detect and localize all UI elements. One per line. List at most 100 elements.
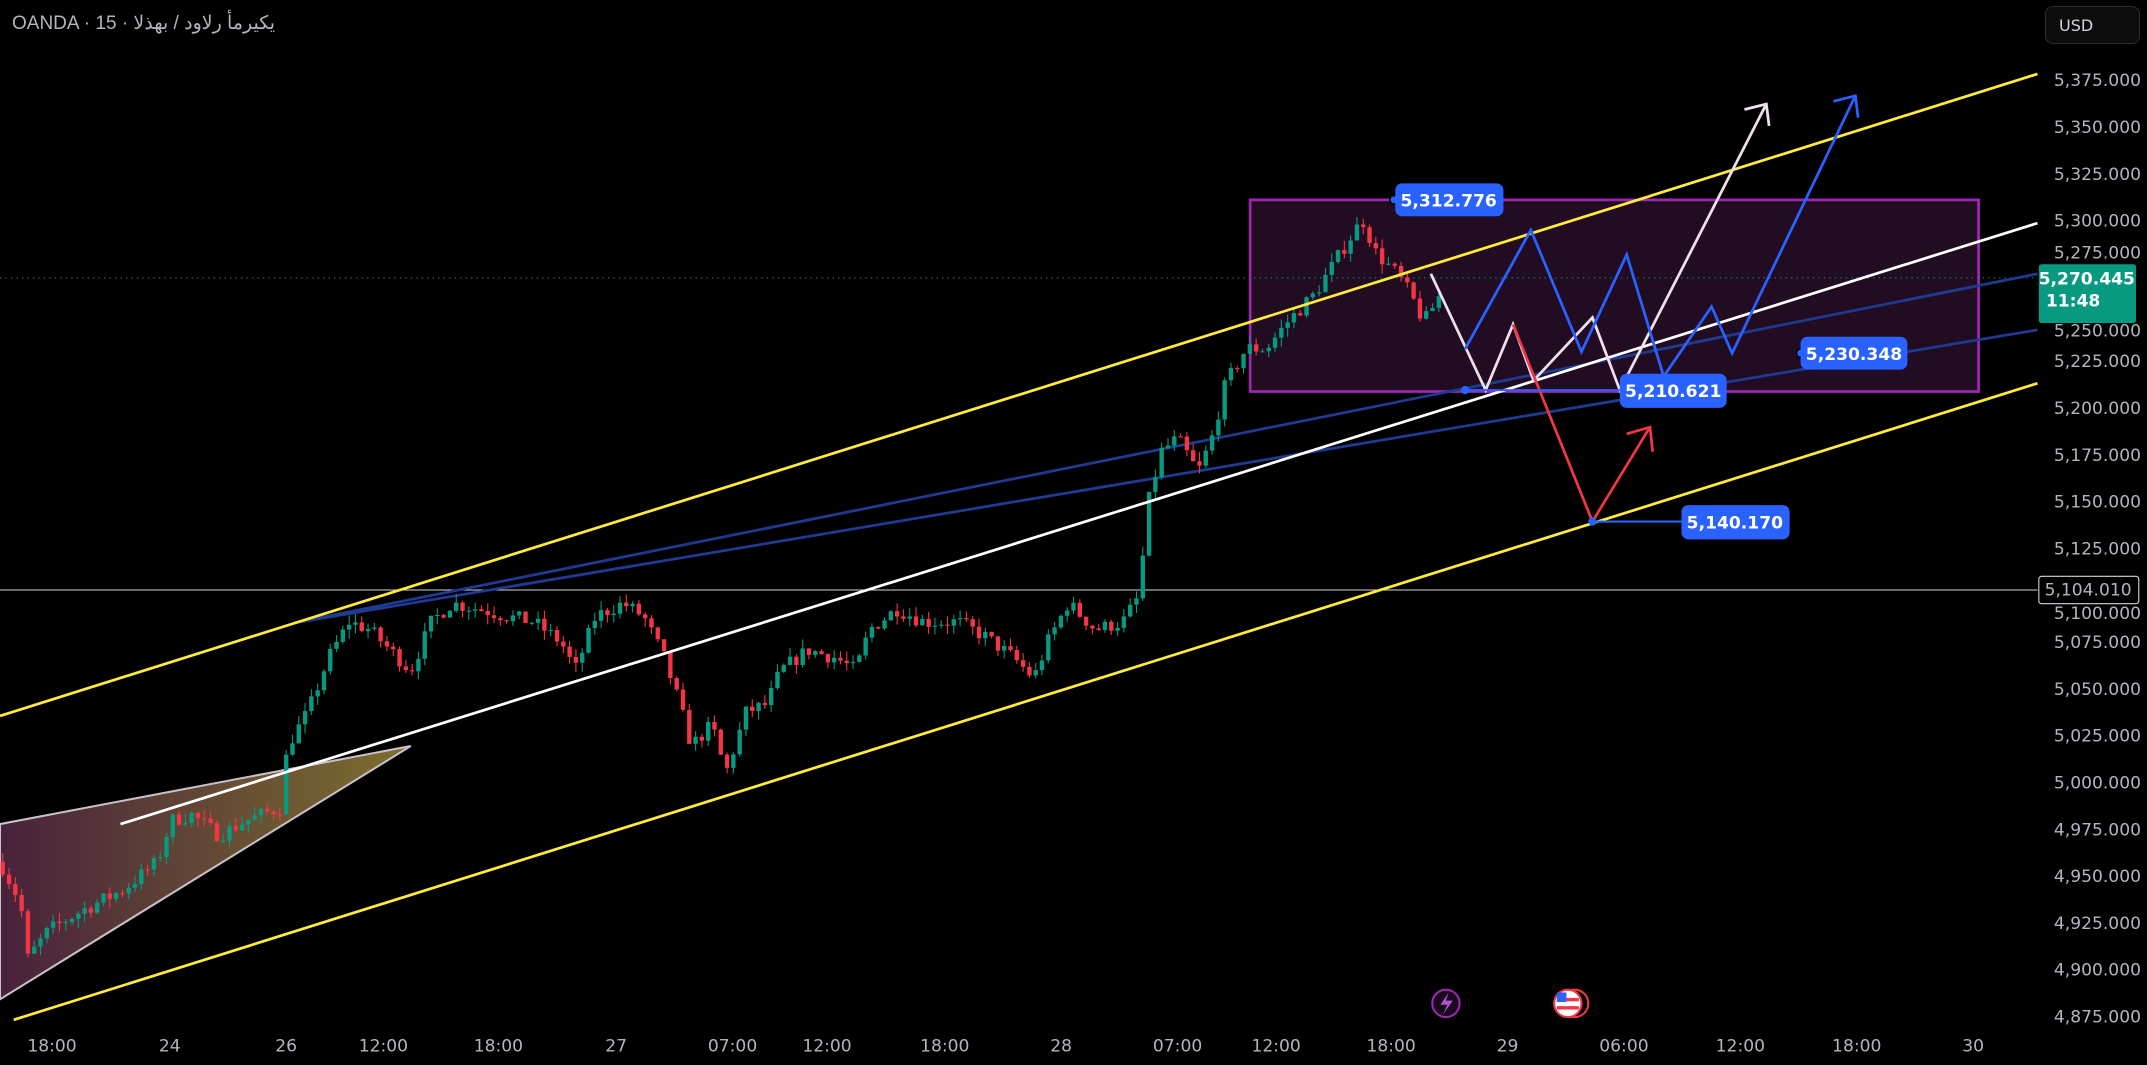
candle <box>504 619 509 624</box>
candle <box>1316 285 1322 297</box>
candle <box>95 898 100 915</box>
blue-trendline-upper[interactable] <box>294 272 2038 625</box>
candle <box>88 905 94 918</box>
candle <box>542 610 547 640</box>
candle <box>183 813 188 827</box>
white-arrow-head <box>1744 102 1771 127</box>
candle <box>195 811 201 827</box>
candle <box>1424 306 1429 320</box>
candle <box>592 612 597 635</box>
candle <box>882 617 887 631</box>
candle <box>756 701 761 720</box>
label-text: 5,312.776 <box>1400 192 1496 212</box>
candle <box>107 887 113 908</box>
candle <box>970 616 975 635</box>
candle <box>302 702 308 734</box>
candle <box>38 933 43 956</box>
time-axis[interactable]: 18:00 24 26 12:00 18:00 27 07:00 12:00 18:00 28 07… <box>27 1036 1984 1056</box>
candle <box>781 663 786 674</box>
blue-projection-path[interactable] <box>1463 95 1857 380</box>
last-price-value: 5,270.445 <box>2039 270 2135 290</box>
channel-lower-line[interactable] <box>13 381 2038 1022</box>
candle <box>334 635 339 653</box>
candle <box>208 811 213 826</box>
candle <box>926 611 931 634</box>
candle <box>586 624 591 654</box>
candle <box>718 728 723 756</box>
time-tick-label: 27 <box>605 1036 627 1056</box>
currency-button[interactable]: USD <box>2045 6 2140 44</box>
candle <box>1109 619 1114 635</box>
candle <box>1323 267 1328 293</box>
time-tick-label: 07:00 <box>708 1036 757 1056</box>
candle <box>850 655 856 669</box>
price-label-5230[interactable]: 5,230.348 <box>1795 336 1908 370</box>
candle <box>907 607 912 627</box>
candle <box>76 910 81 928</box>
candle <box>1178 433 1183 438</box>
candle <box>1077 599 1082 618</box>
price-label-5312[interactable]: 5,312.776 <box>1389 183 1504 217</box>
candle <box>894 603 900 625</box>
price-tick-label: 5,350.000 <box>2054 118 2141 138</box>
price-tick-label: 5,200.000 <box>2054 399 2141 419</box>
candle <box>113 891 119 903</box>
horizontal-line-value: 5,104.010 <box>2045 580 2132 600</box>
time-tick-label: 18:00 <box>1832 1036 1881 1056</box>
candle <box>227 821 232 848</box>
candle <box>1329 253 1334 283</box>
price-label-5140[interactable]: 5,140.170 <box>1588 505 1790 540</box>
candle <box>1386 256 1391 266</box>
candle <box>1260 348 1265 353</box>
candle <box>220 834 226 844</box>
candle <box>920 614 925 626</box>
candle <box>202 809 207 827</box>
candle <box>680 682 686 712</box>
candle <box>315 683 320 705</box>
candle <box>151 854 157 877</box>
candle <box>831 650 837 670</box>
candle <box>869 623 875 643</box>
candle <box>932 617 938 635</box>
triangle-pattern[interactable] <box>0 745 412 1001</box>
candle <box>246 819 251 834</box>
price-tick-label: 5,125.000 <box>2054 539 2141 559</box>
price-tick-label: 4,900.000 <box>2054 961 2141 981</box>
candle <box>863 631 868 660</box>
price-tick-label: 5,100.000 <box>2054 604 2141 624</box>
price-tick-label: 5,300.000 <box>2054 212 2141 232</box>
candle <box>762 695 768 710</box>
candle <box>617 595 623 619</box>
candles <box>0 217 1442 958</box>
candle <box>674 676 679 692</box>
blue-trendline-lower[interactable] <box>294 328 2038 625</box>
candle <box>1348 235 1353 262</box>
candle <box>976 618 982 645</box>
us-flag-icon[interactable] <box>1553 988 1590 1019</box>
candle <box>548 623 553 637</box>
candle <box>876 626 881 630</box>
price-tick-label: 5,250.000 <box>2054 322 2141 342</box>
candle <box>643 612 648 627</box>
candle <box>139 863 144 891</box>
candle <box>158 851 163 862</box>
candle <box>485 603 490 625</box>
candle <box>964 611 969 622</box>
candle <box>19 888 24 918</box>
candle <box>624 594 629 612</box>
candle <box>145 864 150 876</box>
candle <box>13 877 18 903</box>
candle <box>567 640 572 664</box>
channel-upper-line[interactable] <box>0 72 2038 718</box>
candle <box>1291 309 1297 329</box>
lightning-icon[interactable] <box>1431 988 1461 1019</box>
price-axis[interactable]: 5,375.000 5,350.000 5,325.000 5,300.000 5,27… <box>2054 71 2141 1027</box>
candle <box>447 610 453 618</box>
time-tick-label: 12:00 <box>802 1036 851 1056</box>
candle <box>1228 362 1234 387</box>
candle <box>819 649 824 655</box>
candle <box>951 614 957 634</box>
candle <box>1020 653 1026 672</box>
price-label-5210[interactable]: 5,210.621 <box>1461 373 1727 408</box>
